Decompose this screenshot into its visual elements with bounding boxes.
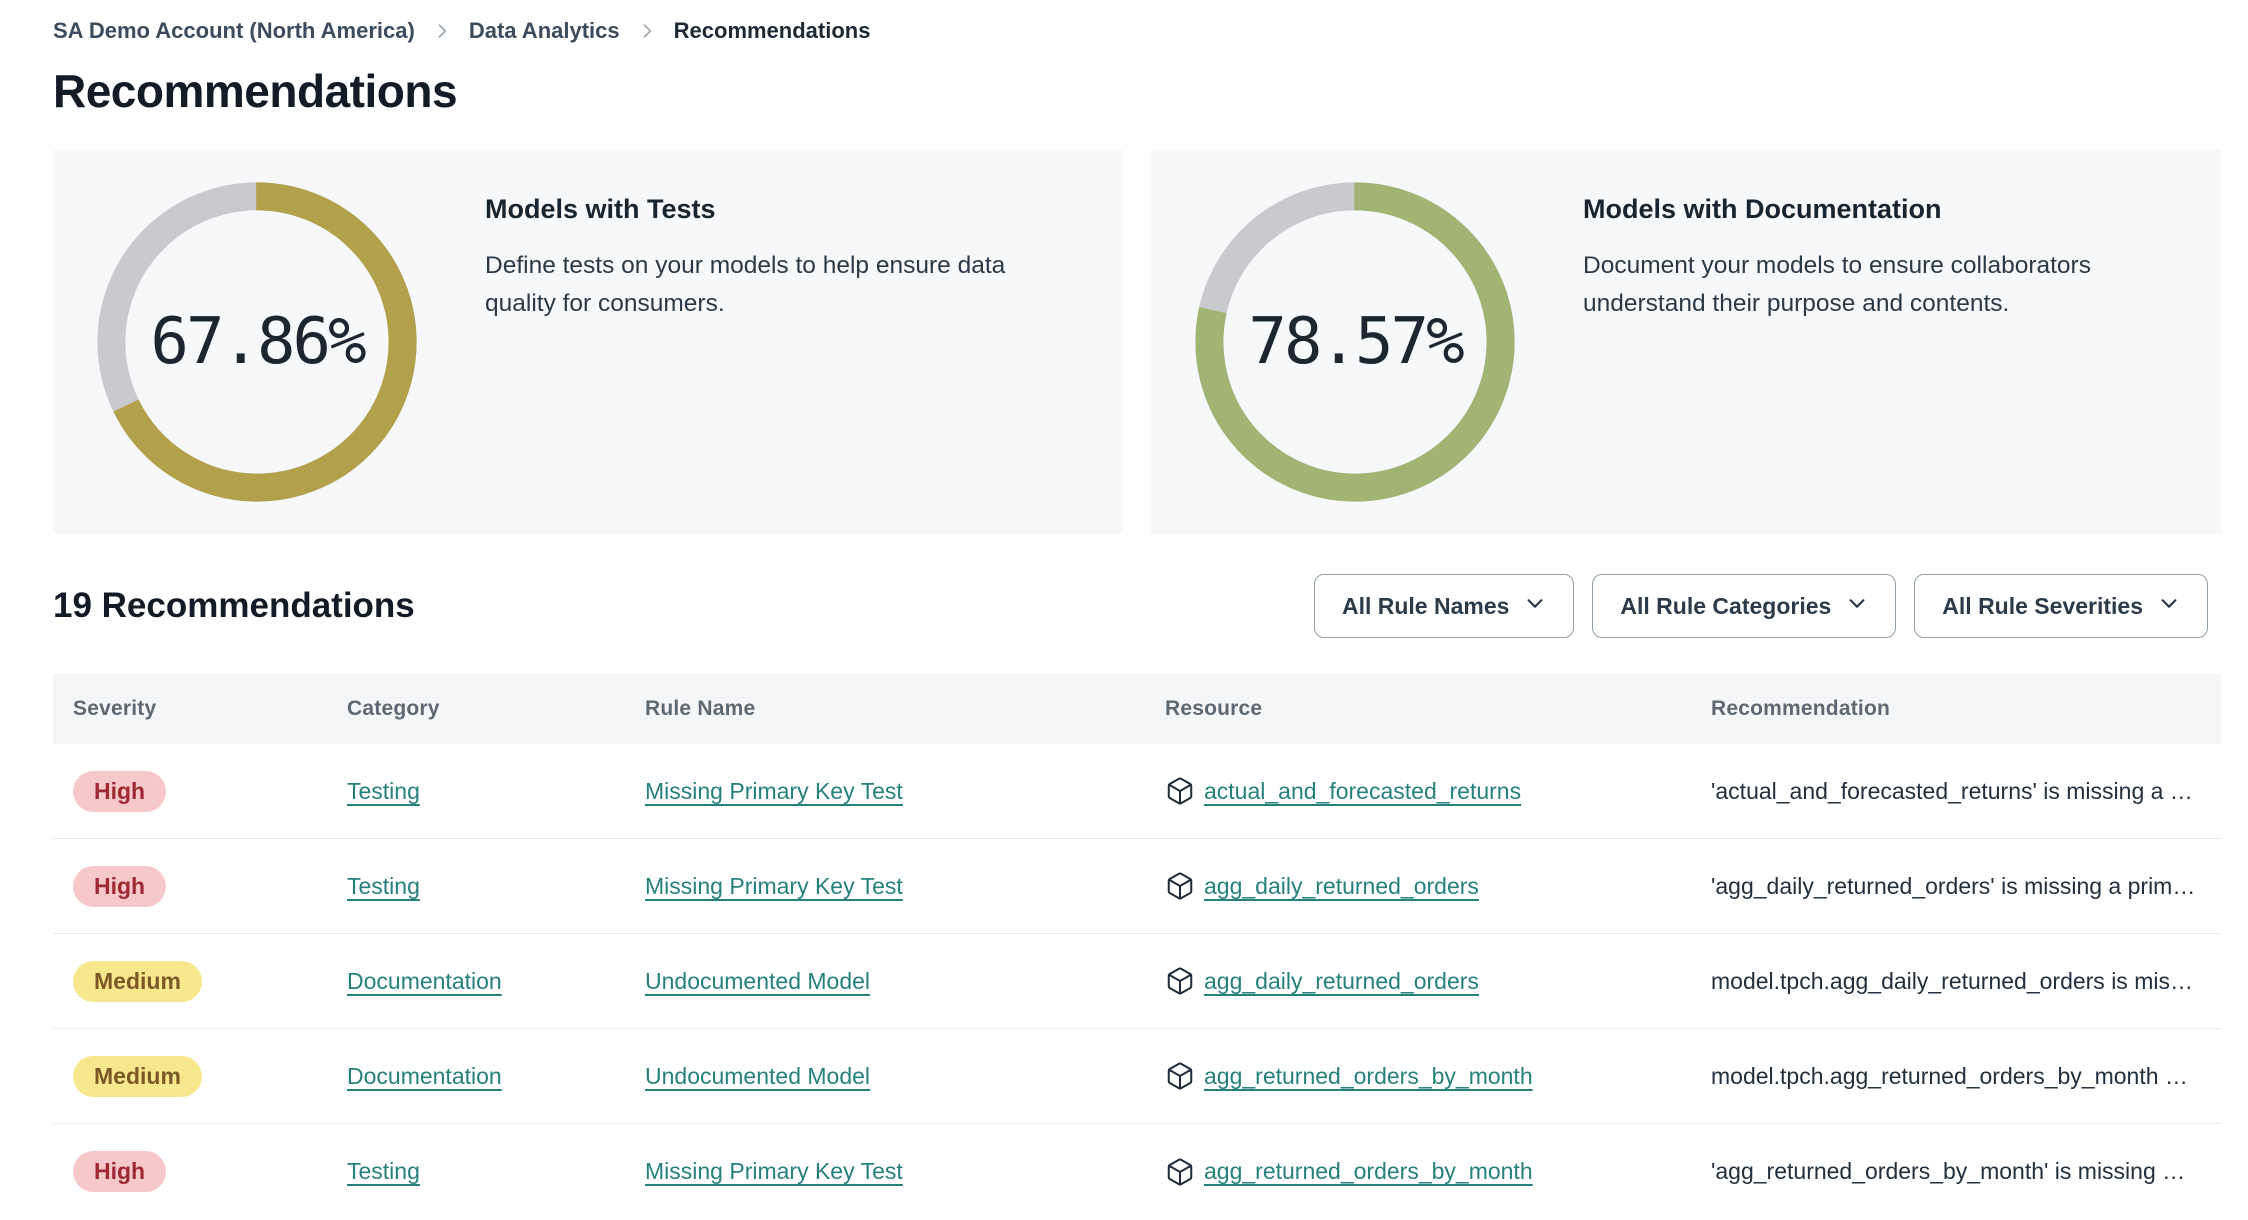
resource-link[interactable]: agg_returned_orders_by_month bbox=[1204, 1062, 1533, 1089]
chevron-down-icon bbox=[1524, 592, 1546, 620]
recommendation-text: model.tpch.agg_daily_returned_orders is … bbox=[1711, 967, 2193, 994]
table-row: High Testing Missing Primary Key Test ag… bbox=[53, 1124, 2221, 1219]
model-cube-icon bbox=[1165, 871, 1195, 901]
category-link[interactable]: Documentation bbox=[347, 1062, 502, 1089]
severity-badge: High bbox=[73, 770, 167, 812]
rule-name-link[interactable]: Missing Primary Key Test bbox=[645, 872, 903, 899]
rule-name-link[interactable]: Undocumented Model bbox=[645, 967, 871, 994]
chevron-right-icon bbox=[432, 21, 452, 41]
rule-categories-filter-dropdown[interactable]: All Rule Categories bbox=[1592, 574, 1897, 638]
breadcrumb-current-page: Recommendations bbox=[673, 18, 871, 43]
rule-names-filter-dropdown[interactable]: All Rule Names bbox=[1313, 574, 1575, 638]
recommendation-text: 'agg_returned_orders_by_month' is missin… bbox=[1711, 1158, 2186, 1184]
category-link[interactable]: Testing bbox=[347, 872, 420, 899]
tests-card-title: Models with Tests bbox=[485, 194, 716, 224]
rule-name-link[interactable]: Undocumented Model bbox=[645, 1062, 871, 1089]
table-row: High Testing Missing Primary Key Test ag… bbox=[53, 839, 2221, 934]
table-header-row: Severity Category Rule Name Resource Rec… bbox=[53, 674, 2221, 744]
resource-link[interactable]: agg_returned_orders_by_month bbox=[1204, 1158, 1533, 1184]
breadcrumb-account-link[interactable]: SA Demo Account (North America) bbox=[53, 18, 415, 43]
rule-categories-filter-label: All Rule Categories bbox=[1620, 592, 1832, 619]
model-cube-icon bbox=[1165, 1157, 1195, 1187]
severity-badge: Medium bbox=[73, 1055, 202, 1097]
rule-name-link[interactable]: Missing Primary Key Test bbox=[645, 777, 903, 804]
recommendation-text: 'agg_daily_returned_orders' is missing a… bbox=[1711, 872, 2196, 899]
documentation-donut-chart: 78.57% bbox=[1187, 174, 1523, 510]
severity-badge: Medium bbox=[73, 960, 202, 1002]
metric-cards: 67.86% Models with Tests Define tests on… bbox=[53, 150, 2221, 534]
table-row: High Testing Missing Primary Key Test ac… bbox=[53, 744, 2221, 839]
model-cube-icon bbox=[1165, 966, 1195, 996]
severity-badge: High bbox=[73, 865, 167, 907]
category-link[interactable]: Testing bbox=[347, 1158, 420, 1184]
column-header-severity: Severity bbox=[73, 697, 157, 720]
column-header-recommendation: Recommendation bbox=[1711, 697, 1890, 720]
documentation-card-title: Models with Documentation bbox=[1583, 194, 1942, 224]
resource-link[interactable]: actual_and_forecasted_returns bbox=[1204, 777, 1522, 804]
column-header-resource: Resource bbox=[1165, 697, 1263, 720]
column-header-category: Category bbox=[347, 697, 440, 720]
breadcrumb: SA Demo Account (North America) Data Ana… bbox=[0, 0, 2248, 44]
recommendation-text: model.tpch.agg_returned_orders_by_month … bbox=[1711, 1062, 2188, 1089]
category-link[interactable]: Testing bbox=[347, 777, 420, 804]
resource-link[interactable]: agg_daily_returned_orders bbox=[1204, 872, 1479, 899]
chevron-down-icon bbox=[2158, 592, 2180, 620]
chevron-down-icon bbox=[1846, 592, 1868, 620]
rule-severities-filter-dropdown[interactable]: All Rule Severities bbox=[1914, 574, 2208, 638]
recommendations-list-header: 19 Recommendations All Rule Names All Ru… bbox=[53, 574, 2208, 638]
filter-buttons: All Rule Names All Rule Categories All R… bbox=[1313, 574, 2208, 638]
rule-names-filter-label: All Rule Names bbox=[1341, 592, 1510, 619]
breadcrumb-project-link[interactable]: Data Analytics bbox=[468, 18, 620, 43]
column-header-rule-name: Rule Name bbox=[645, 697, 756, 720]
recommendations-count-title: 19 Recommendations bbox=[53, 586, 415, 625]
documentation-percent-value: 78.57% bbox=[1248, 305, 1464, 379]
severity-badge: High bbox=[73, 1151, 167, 1192]
recommendations-table: Severity Category Rule Name Resource Rec… bbox=[53, 674, 2221, 1219]
tests-donut-chart: 67.86% bbox=[89, 174, 425, 510]
model-cube-icon bbox=[1165, 776, 1195, 806]
chevron-right-icon bbox=[637, 21, 657, 41]
table-row: Medium Documentation Undocumented Model … bbox=[53, 1029, 2221, 1124]
models-with-documentation-card: 78.57% Models with Documentation Documen… bbox=[1151, 150, 2221, 534]
models-with-tests-card: 67.86% Models with Tests Define tests on… bbox=[53, 150, 1123, 534]
page-title: Recommendations bbox=[53, 65, 458, 117]
table-row: Medium Documentation Undocumented Model … bbox=[53, 934, 2221, 1029]
table-body: High Testing Missing Primary Key Test ac… bbox=[53, 744, 2221, 1219]
resource-link[interactable]: agg_daily_returned_orders bbox=[1204, 967, 1479, 994]
documentation-card-description: Document your models to ensure collabora… bbox=[1583, 252, 2091, 317]
rule-severities-filter-label: All Rule Severities bbox=[1942, 592, 2143, 619]
model-cube-icon bbox=[1165, 1061, 1195, 1091]
recommendation-text: 'actual_and_forecasted_returns' is missi… bbox=[1711, 777, 2193, 804]
tests-card-description: Define tests on your models to help ensu… bbox=[485, 252, 1006, 317]
category-link[interactable]: Documentation bbox=[347, 967, 502, 994]
tests-percent-value: 67.86% bbox=[150, 305, 366, 379]
rule-name-link[interactable]: Missing Primary Key Test bbox=[645, 1158, 903, 1184]
